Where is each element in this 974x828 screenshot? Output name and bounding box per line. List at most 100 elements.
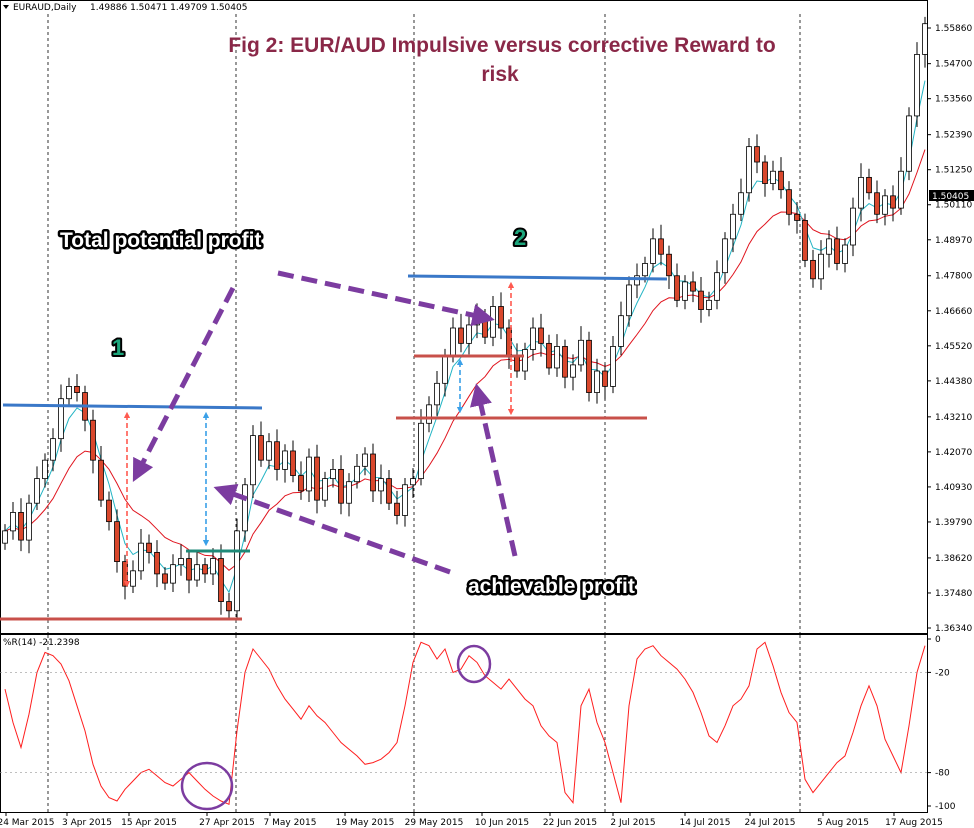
candle [394,502,400,516]
candle [146,542,152,553]
price-tick-label: 1.51250 [935,166,972,176]
indicator-axis: 0 -20 -80 -100 [927,635,956,812]
candle [890,195,896,209]
candle [842,244,848,264]
candle [522,349,528,372]
candle [346,481,352,504]
candle [330,468,336,480]
grid [47,14,801,812]
candle [866,176,872,194]
resistance-line-2 [407,274,668,281]
candle [290,450,296,476]
chart-title-line2: risk [481,63,519,86]
candle [514,355,520,372]
candle [610,346,616,387]
candle [282,450,288,470]
candle [354,465,360,483]
candle [410,478,416,486]
candle [562,346,568,378]
candle [98,459,104,501]
dropdown-triangle-icon[interactable] [3,5,9,9]
candle [426,404,432,424]
oversold-circle [180,761,234,811]
candle [194,564,200,581]
candle [482,315,488,338]
price-tick-label: 1.39790 [935,518,972,528]
date-tick-label: 10 Jun 2015 [475,818,529,828]
date-tick-label: 27 Apr 2015 [199,818,255,828]
arrow-to-zone-1 [132,286,236,482]
candle [490,306,496,338]
candle [274,441,280,470]
candle [770,170,776,184]
candle [746,146,752,194]
price-tick-label: 1.54700 [935,60,972,70]
indicator-label: %R(14) -21.2398 [3,638,80,648]
date-tick-label: 29 May 2015 [405,818,464,828]
price-tick-label: 1.37480 [935,589,972,599]
candle [90,419,96,461]
arrow-achievable-1 [213,483,451,575]
candle [466,324,472,344]
percent-r-line [4,641,926,806]
candle [834,238,840,264]
candle [138,542,144,572]
svg-text:1.50405: 1.50405 [932,192,969,202]
candle [546,342,552,369]
candles [2,16,928,620]
overbought-circle [456,644,492,684]
candle [714,272,720,301]
total-potential-profit-label: Total potential profit [60,229,261,252]
fast-moving-average [4,80,926,594]
candle [434,382,440,406]
zone-label-2: 2 [514,225,526,250]
candle [402,484,408,516]
candle [666,253,672,277]
candle [34,478,40,504]
date-tick-label: 14 Jul 2015 [680,818,731,828]
price-tick-label: 1.36340 [935,624,972,634]
price-tick-label: 1.50110 [935,201,972,211]
price-tick-label: 1.38620 [935,554,972,564]
candle [738,192,744,215]
price-pane-frame [0,0,928,634]
moving-averages [4,80,926,594]
candle [154,551,160,575]
candle [698,290,704,310]
candle [682,281,688,301]
indicator-tick-label: -20 [935,668,950,678]
candle [114,521,120,563]
candle [906,115,912,172]
candle [74,386,80,393]
date-tick-label: 24 Mar 2015 [0,818,55,828]
candle [66,386,72,400]
williams-r-line [0,641,927,806]
candle [858,176,864,209]
indicator-tick-label: -100 [935,802,956,812]
candle [378,478,384,492]
date-axis: 24 Mar 2015 3 Apr 2015 15 Apr 2015 27 Apr 2… [0,812,943,828]
candle [650,238,656,264]
candle [730,213,736,240]
candle [210,558,216,575]
price-tick-label: 1.47800 [935,272,972,282]
candle [778,170,784,191]
candle [898,170,904,209]
candle [226,601,232,612]
candle [234,530,240,612]
candle [130,570,136,587]
candle [10,512,16,532]
slow-moving-average [4,149,926,571]
achievable-profit-label: achievable profit [468,575,635,598]
candle [298,475,304,492]
chart-title-line1: Fig 2: EUR/AUD Impulsive versus correcti… [228,34,775,57]
candle [802,220,808,261]
candle [722,238,728,274]
price-tick-label: 1.43210 [935,413,972,423]
candle [170,564,176,584]
price-tick-label: 1.53560 [935,95,972,105]
candle [602,370,608,387]
date-tick-label: 24 Jul 2015 [745,818,796,828]
candle [306,456,312,492]
